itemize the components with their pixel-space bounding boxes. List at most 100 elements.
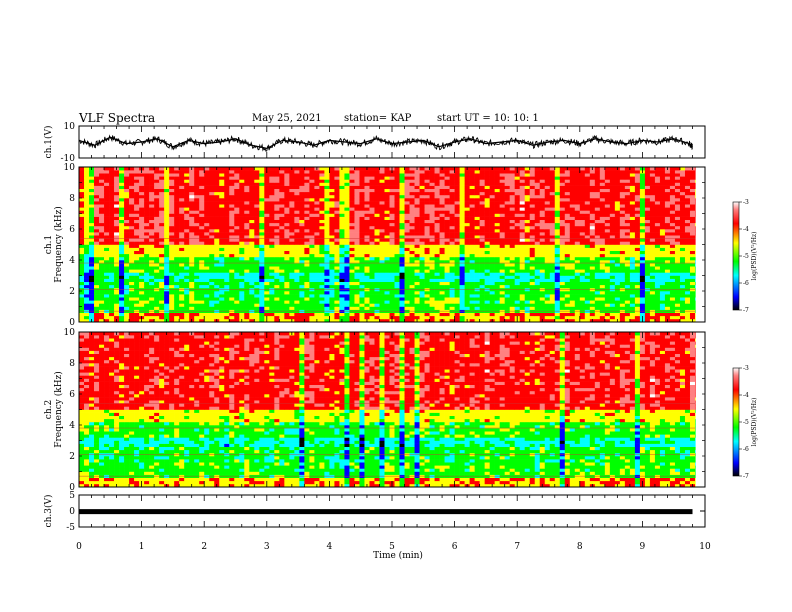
- ch1-spectrogram-cell: [209, 222, 215, 227]
- ch1-spectrogram-cell: [344, 281, 350, 286]
- ch1-spectrogram-cell: [99, 222, 105, 227]
- ch1-spectrogram-cell: [104, 297, 110, 301]
- ch1-spectrogram-cell: [114, 300, 120, 304]
- ch1-spectrogram-cell: [269, 256, 275, 261]
- ch1-spectrogram-cell: [164, 269, 170, 273]
- ch1-spectrogram-cell: [579, 263, 586, 267]
- ch1-spectrogram-cell: [109, 250, 115, 255]
- ch1-spectrogram-cell: [374, 263, 380, 267]
- ch1-spectrogram-cell: [279, 275, 285, 279]
- ch1-spectrogram-cell: [404, 300, 410, 304]
- ch1-spectrogram-cell: [269, 244, 275, 248]
- ch1-spectrogram-cell: [669, 291, 676, 295]
- ch1-spectrogram-cell: [89, 229, 95, 233]
- ch1-spectrogram-cell: [579, 294, 586, 298]
- ch1-spectrogram-cell: [94, 303, 100, 307]
- ch1-spectrogram-cell: [594, 269, 601, 273]
- ch1-spectrogram-cell: [419, 275, 425, 279]
- ch1-spectrogram-cell: [144, 232, 150, 236]
- ch1-spectrogram-cell: [79, 278, 85, 282]
- ch1-spectrogram-cell: [224, 201, 230, 205]
- ch1-spectrogram-cell: [79, 250, 85, 255]
- ch1-spectrogram-cell: [174, 256, 180, 261]
- ch1-spectrogram-cell: [424, 225, 430, 230]
- ch1-spectrogram-cell: [309, 297, 315, 301]
- ch1-spectrogram-cell: [484, 318, 490, 323]
- ch1-spectrogram-cell: [579, 312, 586, 317]
- ch1-spectrogram-cell: [499, 275, 505, 279]
- ch1-spectrogram-cell: [454, 315, 460, 320]
- ch1-spectrogram-cell: [584, 269, 591, 273]
- ch1-spectrogram-cell: [549, 204, 556, 208]
- ch1-spectrogram-cell: [599, 284, 606, 289]
- ch1-spectrogram-cell: [294, 284, 300, 289]
- ch1-spectrogram-cell: [639, 241, 646, 245]
- ch1-spectrogram-cell: [224, 306, 230, 310]
- ch1-spectrogram-cell: [114, 284, 120, 289]
- ch1-spectrogram-cell: [324, 297, 330, 301]
- ch1-spectrogram-cell: [469, 281, 475, 286]
- ch1-spectrogram-cell: [509, 210, 515, 214]
- ch1-spectrogram-cell: [519, 315, 526, 320]
- ch1-spectrogram-cell: [299, 300, 305, 304]
- ch1-spectrogram-cell: [424, 229, 430, 233]
- ch1-spectrogram-cell: [459, 225, 465, 230]
- ch1-spectrogram-cell: [394, 284, 400, 289]
- ch1-spectrogram-cell: [259, 238, 265, 242]
- ch1-spectrogram-cell: [599, 219, 606, 224]
- ch1-spectrogram-cell: [494, 232, 500, 236]
- ch1-spectrogram-cell: [379, 210, 385, 214]
- ch1-spectrogram-cell: [424, 281, 430, 286]
- ch1-spectrogram-cell: [424, 241, 430, 245]
- ch1-spectrogram-cell: [309, 219, 315, 224]
- ch1-spectrogram-cell: [414, 253, 420, 258]
- ch1-spectrogram-cell: [299, 315, 305, 320]
- ch1-spectrogram-cell: [154, 225, 160, 230]
- ch1-spectrogram-cell: [289, 247, 295, 251]
- ch1-spectrogram-cell: [654, 247, 661, 251]
- ch1-spectrogram-cell: [539, 241, 546, 245]
- ch1-spectrogram-cell: [279, 253, 285, 258]
- ch1-spectrogram-cell: [629, 272, 636, 276]
- ch1-spectrogram-cell: [569, 278, 576, 282]
- ch1-spectrogram-cell: [349, 294, 355, 298]
- ch1-spectrogram-cell: [574, 256, 581, 261]
- ch1-spectrogram-cell: [549, 281, 556, 286]
- ch1-spectrogram-cell: [289, 294, 295, 298]
- ch1-spectrogram-cell: [689, 235, 696, 239]
- ch1-spectrogram-cell: [144, 312, 150, 317]
- ch1-spectrogram-cell: [454, 256, 460, 261]
- ch1-spectrogram-cell: [114, 269, 120, 273]
- ch1-spectrogram-cell: [294, 300, 300, 304]
- ch1-spectrogram-cell: [524, 229, 531, 233]
- ch1-spectrogram-cell: [369, 207, 375, 211]
- ch1-spectrogram-cell: [544, 213, 551, 217]
- ch1-spectrogram-cell: [264, 275, 270, 279]
- ch1-spectrogram-cell: [364, 284, 370, 289]
- ch1-spectrogram-cell: [594, 294, 601, 298]
- ch1-spectrogram-cell: [519, 213, 526, 217]
- ch1-spectrogram-cell: [259, 294, 265, 298]
- ch1-spectrogram-cell: [89, 235, 95, 239]
- ch1-spectrogram-cell: [249, 291, 255, 295]
- ch1-spectrogram-cell: [199, 318, 205, 323]
- ch1-spectrogram-cell: [94, 266, 100, 270]
- ch1-spectrogram-cell: [354, 250, 360, 255]
- ch1-spectrogram-cell: [589, 207, 596, 211]
- ch1-spectrogram-cell: [179, 284, 185, 289]
- ch1-spectrogram-cell: [209, 241, 215, 245]
- ch1-spectrogram-cell: [689, 306, 696, 310]
- ch1-spectrogram-cell: [89, 216, 95, 220]
- ch1-spectrogram-cell: [394, 232, 400, 236]
- ch1-spectrogram-cell: [299, 291, 305, 295]
- ch1-spectrogram-cell: [609, 278, 616, 282]
- ch1-spectrogram-cell: [549, 210, 556, 214]
- ch1-spectrogram-cell: [354, 222, 360, 227]
- ch1-spectrogram-cell: [334, 204, 340, 208]
- ch1-spectrogram-cell: [239, 232, 245, 236]
- ch1-spectrogram-cell: [434, 278, 440, 282]
- ch1-spectrogram-cell: [204, 291, 210, 295]
- ch1-spectrogram-cell: [169, 284, 175, 289]
- ch1-spectrogram-cell: [589, 232, 596, 236]
- ch1-spectrogram-cell: [194, 281, 200, 286]
